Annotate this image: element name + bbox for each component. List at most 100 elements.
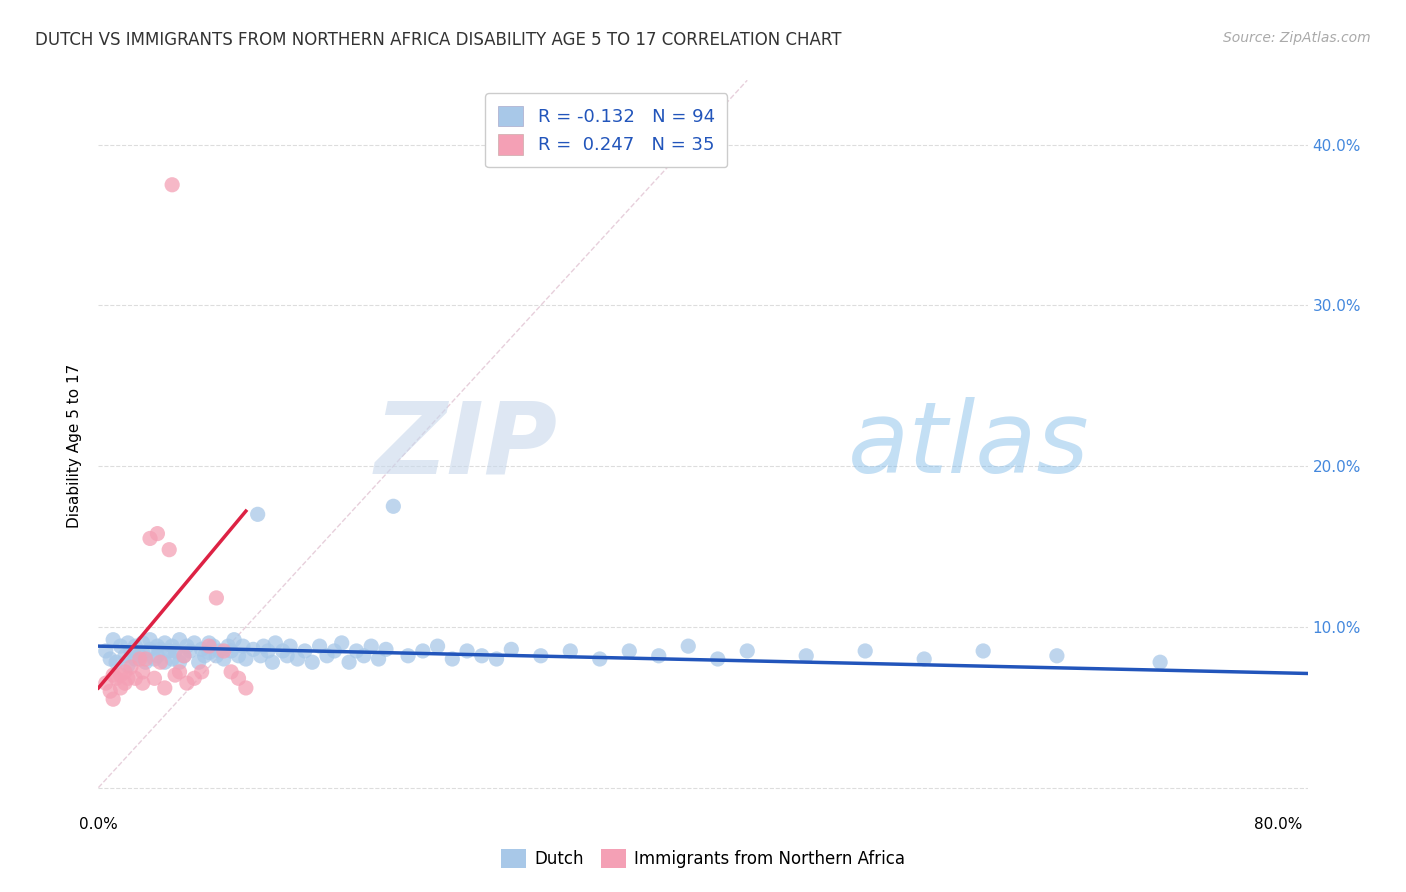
Text: ZIP: ZIP: [375, 398, 558, 494]
Point: [135, 652, 157, 666]
Point: [114, 676, 136, 690]
Point: [287, 652, 309, 666]
Point: [114, 665, 136, 679]
Point: [131, 665, 153, 679]
Point: [589, 652, 612, 666]
Point: [160, 178, 183, 192]
Point: [179, 644, 201, 658]
Point: [972, 644, 994, 658]
Point: [190, 642, 212, 657]
Point: [648, 648, 671, 663]
Point: [271, 644, 294, 658]
Point: [165, 644, 187, 658]
Point: [117, 658, 139, 673]
Point: [735, 644, 758, 658]
Point: [912, 652, 935, 666]
Legend: Dutch, Immigrants from Northern Africa: Dutch, Immigrants from Northern Africa: [495, 842, 911, 875]
Point: [257, 644, 280, 658]
Point: [146, 648, 169, 663]
Point: [678, 639, 700, 653]
Point: [219, 644, 242, 658]
Point: [360, 639, 382, 653]
Point: [217, 639, 239, 653]
Point: [124, 652, 146, 666]
Point: [202, 639, 225, 653]
Point: [131, 676, 153, 690]
Point: [205, 591, 228, 605]
Point: [139, 642, 162, 657]
Point: [396, 648, 419, 663]
Point: [235, 652, 257, 666]
Point: [146, 639, 169, 653]
Point: [110, 668, 132, 682]
Point: [131, 636, 153, 650]
Point: [316, 648, 339, 663]
Point: [222, 632, 245, 647]
Text: Source: ZipAtlas.com: Source: ZipAtlas.com: [1223, 31, 1371, 45]
Point: [198, 636, 221, 650]
Point: [183, 671, 205, 685]
Point: [485, 652, 508, 666]
Point: [276, 648, 298, 663]
Point: [94, 644, 117, 658]
Point: [190, 665, 212, 679]
Point: [262, 655, 284, 669]
Point: [101, 632, 124, 647]
Point: [346, 644, 368, 658]
Point: [367, 652, 389, 666]
Point: [198, 646, 221, 660]
Point: [120, 660, 142, 674]
Point: [183, 636, 205, 650]
Point: [323, 644, 346, 658]
Point: [98, 684, 121, 698]
Point: [301, 655, 323, 669]
Point: [853, 644, 876, 658]
Point: [219, 665, 242, 679]
Point: [1046, 648, 1069, 663]
Point: [252, 639, 274, 653]
Point: [120, 644, 142, 658]
Point: [375, 642, 398, 657]
Point: [205, 648, 228, 663]
Point: [187, 655, 209, 669]
Point: [139, 632, 162, 647]
Point: [249, 648, 271, 663]
Point: [471, 648, 494, 663]
Point: [124, 671, 146, 685]
Point: [160, 639, 183, 653]
Point: [246, 508, 269, 522]
Point: [456, 644, 478, 658]
Point: [560, 644, 582, 658]
Point: [143, 652, 166, 666]
Point: [169, 665, 191, 679]
Point: [794, 648, 817, 663]
Point: [212, 652, 235, 666]
Point: [228, 648, 250, 663]
Point: [228, 671, 250, 685]
Point: [173, 648, 195, 663]
Point: [157, 542, 180, 557]
Point: [110, 681, 132, 695]
Point: [278, 639, 301, 653]
Text: atlas: atlas: [848, 398, 1090, 494]
Point: [382, 500, 405, 514]
Point: [232, 639, 254, 653]
Point: [114, 648, 136, 663]
Point: [412, 644, 434, 658]
Point: [337, 655, 360, 669]
Point: [308, 639, 330, 653]
Point: [173, 648, 195, 663]
Point: [619, 644, 641, 658]
Point: [135, 655, 157, 669]
Point: [441, 652, 464, 666]
Point: [169, 632, 191, 647]
Point: [146, 526, 169, 541]
Point: [143, 671, 166, 685]
Point: [110, 639, 132, 653]
Point: [165, 668, 187, 682]
Point: [235, 681, 257, 695]
Point: [242, 642, 264, 657]
Point: [198, 639, 221, 653]
Y-axis label: Disability Age 5 to 17: Disability Age 5 to 17: [67, 364, 83, 528]
Point: [426, 639, 449, 653]
